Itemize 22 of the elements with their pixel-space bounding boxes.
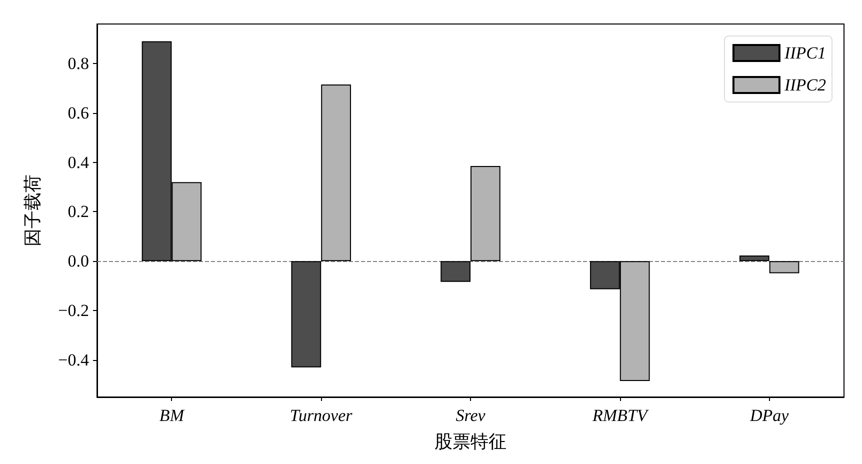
bar	[470, 166, 500, 262]
y-tick-label: 0.4	[68, 152, 90, 172]
bar	[440, 261, 470, 282]
x-tick-label: Turnover	[290, 406, 353, 425]
x-tick-label: Srev	[456, 406, 486, 425]
y-tick-label: −0.4	[58, 350, 90, 370]
bar	[291, 261, 322, 368]
x-tick-label: RMBTV	[592, 406, 650, 425]
y-axis-title: 因子载荷	[22, 174, 44, 246]
y-tick-label: 0.8	[68, 54, 89, 74]
bar	[739, 255, 770, 262]
y-tick-label: 0.0	[68, 252, 89, 271]
x-axis-title: 股票特征	[434, 432, 506, 452]
y-tick-label: 0.2	[68, 202, 89, 222]
y-tick-label: 0.6	[68, 103, 89, 122]
legend-label: IIPC2	[783, 76, 826, 94]
bar	[321, 84, 351, 262]
x-tick-label: BM	[159, 406, 185, 425]
legend-label: IIPC1	[783, 44, 826, 62]
bar	[769, 261, 800, 274]
x-tick-label: DPay	[748, 406, 790, 425]
y-tick-label: −0.2	[58, 301, 89, 320]
